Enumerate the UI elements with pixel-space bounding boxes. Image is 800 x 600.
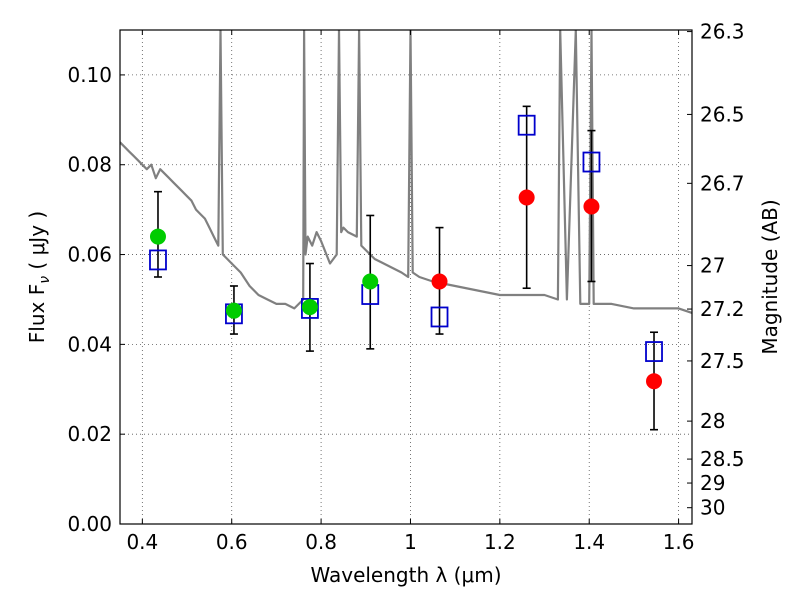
model-point-square (430, 306, 449, 328)
grid-lines (120, 30, 692, 524)
y-tick-label: 0.02 (67, 422, 112, 446)
plot-area (120, 30, 692, 431)
spectrum-line (120, 30, 692, 314)
x-tick-label: 1.4 (573, 530, 605, 554)
x-tick-label: 1.6 (663, 530, 695, 554)
right-tick-label: 26.3 (700, 20, 745, 44)
right-tick-label: 27.2 (700, 297, 745, 321)
y-tick-label: 0.08 (67, 153, 112, 177)
axis-ticks: 0.4 0.6 0.8 1 1.2 1.4 1.6 0.00 0.02 0.04 0.06 0.08 0… (67, 20, 744, 554)
model-point-square (301, 298, 319, 319)
x-tick-label: 0.6 (216, 530, 248, 554)
x-tick-label: 1.2 (484, 530, 516, 554)
y-tick-label: 0.06 (67, 243, 112, 267)
x-tick-label: 0.4 (126, 530, 158, 554)
observed-point-green (225, 302, 242, 319)
right-tick-label: 26.5 (700, 102, 745, 126)
model-point-square (517, 114, 536, 136)
observed-point-green (301, 299, 318, 316)
right-tick-label: 27.5 (700, 349, 745, 373)
right-tick-label: 26.7 (700, 171, 745, 195)
observed-point-red (431, 273, 448, 290)
y-axis-label-unit: ( μJy ) (25, 211, 49, 276)
y-tick-label: 0.00 (67, 512, 112, 536)
y-axis-label: Flux Fν ( μJy ) (25, 211, 53, 343)
observed-point-green (149, 228, 166, 245)
y-axis-label-sub: ν (37, 276, 53, 284)
y-tick-label: 0.10 (67, 63, 112, 87)
right-tick-label: 29 (700, 471, 725, 495)
model-point-square (149, 249, 167, 271)
observed-point-red (583, 198, 600, 215)
observed-point-red (646, 373, 663, 390)
x-axis-label: Wavelength λ (μm) (310, 563, 501, 587)
plot-frame (119, 29, 693, 525)
y-axis-label-main: Flux F (25, 284, 49, 343)
right-axis-label: Magnitude (AB) (758, 199, 782, 354)
observed-point-green (362, 273, 379, 290)
model-point-square (582, 151, 601, 173)
right-tick-label: 27 (700, 254, 725, 278)
y-tick-label: 0.04 (67, 332, 112, 356)
right-tick-label: 28 (700, 409, 725, 433)
observed-point-red (518, 189, 535, 206)
right-tick-label: 28.5 (700, 447, 745, 471)
x-tick-label: 1 (404, 530, 417, 554)
right-tick-label: 30 (700, 496, 725, 520)
model-point-square (645, 341, 663, 362)
x-tick-label: 0.8 (305, 530, 337, 554)
